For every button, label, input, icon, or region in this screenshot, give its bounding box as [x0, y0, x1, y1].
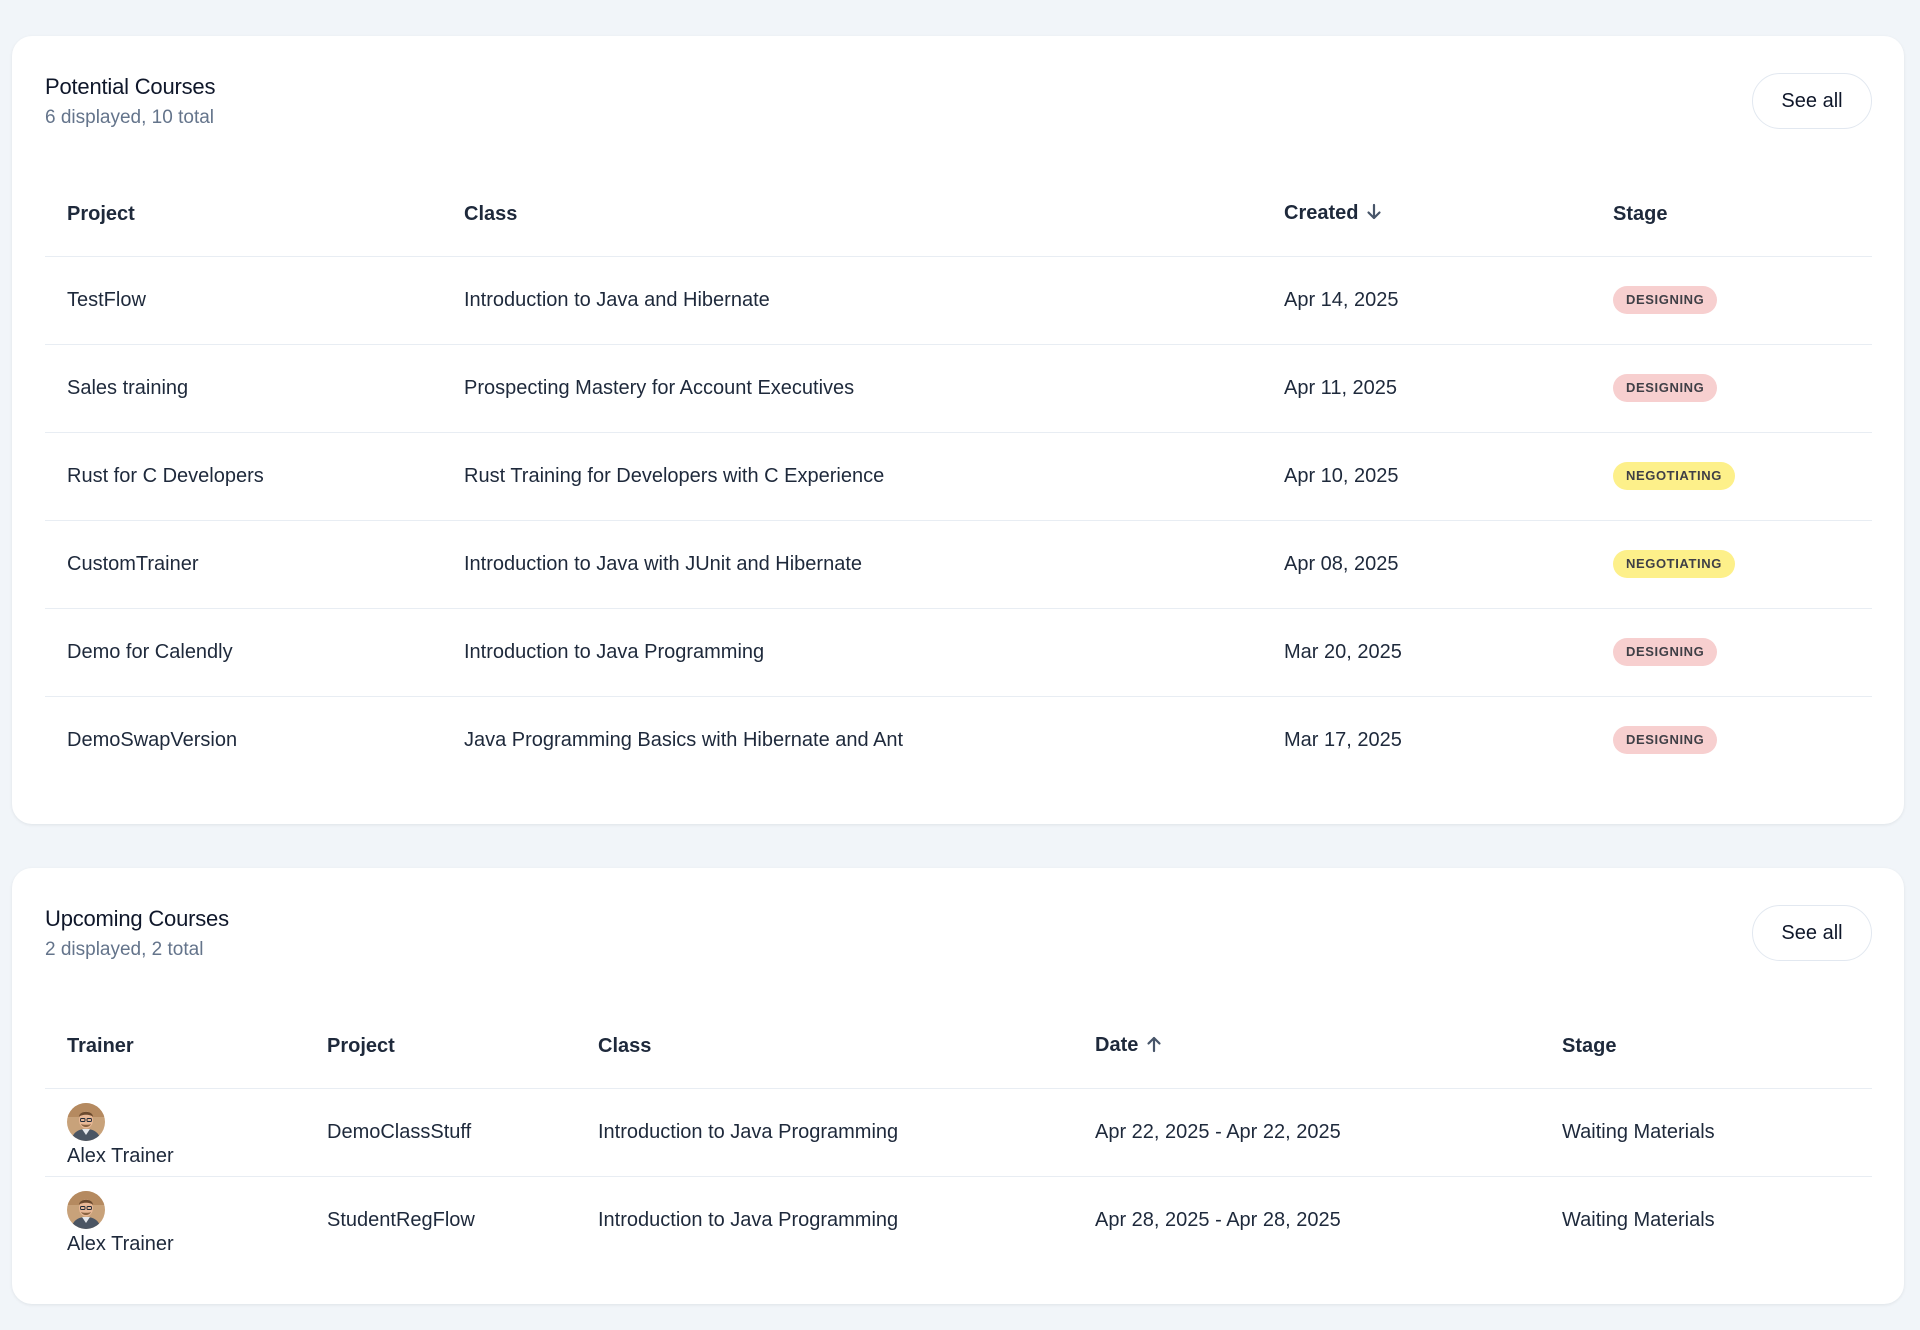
- arrow-down-icon[interactable]: [1366, 203, 1382, 227]
- upcoming-see-all-button[interactable]: See all: [1752, 905, 1872, 961]
- class-cell: Introduction to Java with JUnit and Hibe…: [442, 520, 1262, 609]
- table-row[interactable]: CustomTrainer Introduction to Java with J…: [45, 520, 1872, 609]
- class-cell: Introduction to Java and Hibernate: [442, 256, 1262, 345]
- stage-cell: NEGOTIATING: [1591, 520, 1872, 609]
- table-row[interactable]: DemoSwapVersion Java Programming Basics w…: [45, 696, 1872, 784]
- class-cell: Java Programming Basics with Hibernate a…: [464, 728, 904, 751]
- column-header-label: Class: [598, 1035, 652, 1058]
- arrow-up-icon[interactable]: [1146, 1035, 1162, 1059]
- column-header-stage[interactable]: Stage: [1591, 174, 1872, 257]
- column-header-stage[interactable]: Stage: [1540, 1006, 1872, 1089]
- table-row[interactable]: Rust for C Developers Rust Training for D…: [45, 432, 1872, 521]
- column-header-date[interactable]: Date: [1073, 1006, 1540, 1089]
- created-cell: Mar 17, 2025: [1284, 728, 1402, 751]
- table-row[interactable]: Alex Trainer StudentRegFlow Introduction t…: [45, 1176, 1872, 1264]
- created-cell: Apr 08, 2025: [1262, 520, 1591, 609]
- table-row[interactable]: Sales training Prospecting Mastery for Ac…: [45, 344, 1872, 433]
- upcoming-courses-card: Upcoming Courses 2 displayed, 2 total Se…: [12, 868, 1904, 1304]
- column-header-label: Project: [67, 203, 135, 226]
- created-cell: Apr 14, 2025: [1262, 256, 1591, 345]
- table-row[interactable]: Alex Trainer DemoClassStuff Introduction t…: [45, 1088, 1872, 1177]
- column-header-label: Trainer: [67, 1035, 134, 1058]
- stage-cell: DESIGNING: [1591, 256, 1872, 345]
- column-header-label: Stage: [1562, 1035, 1617, 1058]
- stage-badge: DESIGNING: [1613, 286, 1718, 314]
- stage-badge: DESIGNING: [1613, 374, 1718, 402]
- upcoming-courses-title: Upcoming Courses: [45, 906, 229, 931]
- upcoming-courses-count: 2 displayed, 2 total: [45, 939, 204, 960]
- column-header-project[interactable]: Project: [45, 174, 442, 257]
- class-cell: Rust Training for Developers with C Expe…: [442, 432, 1262, 521]
- stage-badge: DESIGNING: [1613, 726, 1718, 755]
- stage-cell: Waiting Materials: [1540, 1088, 1872, 1177]
- stage-cell: Waiting Materials: [1562, 1208, 1715, 1231]
- project-cell: CustomTrainer: [45, 520, 442, 609]
- class-cell: Introduction to Java Programming: [442, 608, 1262, 697]
- avatar: [67, 1190, 105, 1229]
- column-header-trainer[interactable]: Trainer: [45, 1006, 305, 1089]
- column-header-label: Date: [1095, 1034, 1139, 1057]
- trainer-cell: Alex Trainer: [45, 1088, 305, 1177]
- potential-courses-table: Project Class Created Stage TestFlow Intr…: [45, 174, 1872, 784]
- trainer-name: Alex Trainer: [67, 1232, 174, 1255]
- stage-cell: DESIGNING: [1591, 696, 1872, 784]
- column-header-label: Class: [464, 203, 518, 226]
- potential-courses-count: 6 displayed, 10 total: [45, 107, 215, 128]
- created-cell: Apr 11, 2025: [1262, 344, 1591, 433]
- table-header-row: Project Class Created Stage: [45, 174, 1872, 257]
- column-header-label: Stage: [1613, 203, 1668, 226]
- table-header-row: Trainer Project Class Date Stage: [45, 1006, 1872, 1089]
- column-header-created[interactable]: Created: [1262, 174, 1591, 257]
- column-header-class[interactable]: Class: [442, 174, 1262, 257]
- project-cell: Sales training: [45, 344, 442, 433]
- created-cell: Apr 10, 2025: [1262, 432, 1591, 521]
- class-cell: Prospecting Mastery for Account Executiv…: [442, 344, 1262, 433]
- trainer-cell: Alex Trainer: [45, 1176, 305, 1264]
- stage-cell: DESIGNING: [1591, 608, 1872, 697]
- column-header-label: Project: [327, 1035, 395, 1058]
- date-range-cell: Apr 22, 2025 - Apr 22, 2025: [1073, 1088, 1540, 1177]
- column-header-project[interactable]: Project: [305, 1006, 576, 1089]
- stage-cell: DESIGNING: [1591, 344, 1872, 433]
- stage-badge: NEGOTIATING: [1613, 462, 1735, 490]
- project-cell: Demo for Calendly: [45, 608, 442, 697]
- project-cell: DemoSwapVersion: [67, 728, 238, 751]
- date-range-cell: Apr 28, 2025 - Apr 28, 2025: [1095, 1208, 1341, 1231]
- project-cell: Rust for C Developers: [45, 432, 442, 521]
- column-header-class[interactable]: Class: [576, 1006, 1073, 1089]
- class-cell: Introduction to Java Programming: [576, 1088, 1073, 1177]
- potential-courses-card: Potential Courses 6 displayed, 10 total …: [12, 36, 1904, 824]
- avatar: [67, 1102, 105, 1141]
- upcoming-courses-table: Trainer Project Class Date Stage Alex Tr…: [45, 1006, 1872, 1264]
- trainer-name: Alex Trainer: [67, 1144, 174, 1167]
- project-cell: StudentRegFlow: [327, 1208, 475, 1231]
- potential-courses-title: Potential Courses: [45, 74, 216, 99]
- column-header-label: Created: [1284, 202, 1359, 225]
- project-cell: DemoClassStuff: [305, 1088, 576, 1177]
- created-cell: Mar 20, 2025: [1262, 608, 1591, 697]
- table-row[interactable]: TestFlow Introduction to Java and Hiberna…: [45, 256, 1872, 345]
- table-row[interactable]: Demo for Calendly Introduction to Java Pr…: [45, 608, 1872, 697]
- potential-see-all-button[interactable]: See all: [1752, 73, 1872, 129]
- class-cell: Introduction to Java Programming: [598, 1208, 899, 1231]
- stage-badge: DESIGNING: [1613, 638, 1718, 666]
- stage-badge: NEGOTIATING: [1613, 550, 1735, 578]
- stage-cell: NEGOTIATING: [1591, 432, 1872, 521]
- project-cell: TestFlow: [45, 256, 442, 345]
